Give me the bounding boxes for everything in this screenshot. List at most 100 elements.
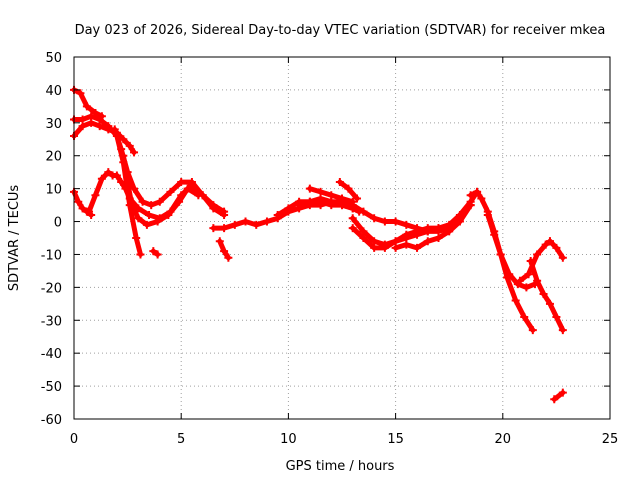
data-point xyxy=(558,388,567,397)
data-point xyxy=(130,148,139,157)
data-point xyxy=(82,102,91,111)
data-point xyxy=(539,289,548,298)
data-point xyxy=(164,210,173,219)
data-point xyxy=(78,204,87,213)
data-point xyxy=(466,201,475,210)
data-point xyxy=(370,243,379,252)
y-tick-label: 0 xyxy=(54,216,62,231)
data-point xyxy=(558,326,567,335)
data-point xyxy=(545,237,554,246)
data-point xyxy=(380,217,389,226)
y-tick-label: -10 xyxy=(41,248,62,263)
y-tick-label: -20 xyxy=(41,281,62,296)
data-point xyxy=(209,201,218,210)
data-point xyxy=(241,217,250,226)
data-point xyxy=(335,178,344,187)
data-point xyxy=(187,178,196,187)
data-point xyxy=(125,141,134,150)
y-tick-label: 30 xyxy=(45,117,62,132)
data-point xyxy=(183,184,192,193)
data-point xyxy=(402,220,411,229)
data-point xyxy=(153,250,162,259)
data-point xyxy=(520,312,529,321)
y-tick-label: -60 xyxy=(41,413,62,428)
data-point xyxy=(533,250,542,259)
data-point xyxy=(338,194,346,203)
data-point xyxy=(402,230,411,239)
data-point xyxy=(528,326,537,335)
data-point xyxy=(132,234,141,242)
data-point xyxy=(526,257,535,266)
data-point xyxy=(344,184,353,193)
data-point xyxy=(473,187,482,196)
data-point xyxy=(445,227,454,236)
data-point xyxy=(136,250,145,259)
data-point xyxy=(119,151,128,160)
data-point xyxy=(112,171,121,180)
data-point xyxy=(552,312,561,321)
data-point xyxy=(295,201,304,210)
data-point xyxy=(166,187,175,196)
data-point xyxy=(434,224,443,233)
data-point xyxy=(423,237,432,246)
y-tick-label: 10 xyxy=(45,183,62,198)
x-tick-label: 5 xyxy=(177,432,185,447)
data-point xyxy=(490,230,499,239)
data-point xyxy=(434,234,443,242)
data-point xyxy=(262,217,271,226)
data-point xyxy=(127,201,136,210)
y-tick-label: 40 xyxy=(45,84,62,99)
data-point xyxy=(359,207,368,216)
data-point xyxy=(87,118,96,127)
chart-title: Day 023 of 2026, Sidereal Day-to-day VTE… xyxy=(75,23,606,38)
y-tick-label: 20 xyxy=(45,150,62,165)
x-tick-label: 0 xyxy=(70,432,78,447)
data-point xyxy=(273,210,282,219)
data-point xyxy=(496,250,505,259)
data-point xyxy=(230,220,239,229)
data-point xyxy=(316,187,325,196)
x-tick-label: 15 xyxy=(387,432,404,447)
data-point xyxy=(370,214,379,223)
data-point xyxy=(175,197,184,206)
axis-ticks: 0 5 10 15 20 25 50 40 30 20 10 0 -10 -20 -30 -40 -50 -60 xyxy=(41,51,619,447)
y-tick-label: -50 xyxy=(41,380,62,395)
data-point xyxy=(423,224,432,233)
data-series-23 xyxy=(551,390,566,402)
data-point xyxy=(284,204,293,213)
x-axis-label: GPS time / hours xyxy=(286,459,395,474)
data-point xyxy=(76,89,85,98)
data-point xyxy=(220,224,229,233)
data-point xyxy=(85,207,94,216)
data-point xyxy=(305,184,314,193)
data-point xyxy=(327,191,336,200)
grid-lines xyxy=(74,57,610,419)
data-point xyxy=(155,197,164,206)
data-point xyxy=(91,191,100,200)
data-point xyxy=(505,270,514,279)
data-point xyxy=(119,135,128,144)
y-axis-label: SDTVAR / TECUs xyxy=(7,185,22,292)
plot-frame xyxy=(73,56,611,420)
data-point xyxy=(209,224,218,233)
data-point xyxy=(153,217,162,226)
data-point xyxy=(483,210,492,219)
data-point xyxy=(130,184,139,193)
data-point xyxy=(402,240,411,249)
y-tick-label: 50 xyxy=(45,51,62,66)
data-point xyxy=(117,145,126,154)
data-point xyxy=(145,210,154,219)
data-point xyxy=(348,224,357,233)
data-point xyxy=(413,243,422,252)
data-point xyxy=(391,243,400,252)
data-point xyxy=(391,217,400,226)
data-series-21 xyxy=(528,258,566,333)
data-point xyxy=(515,276,524,285)
data-point xyxy=(545,299,554,308)
data-point xyxy=(455,217,464,226)
data-point xyxy=(353,194,362,203)
data-point xyxy=(413,227,422,236)
data-point xyxy=(220,247,229,256)
data-point xyxy=(147,201,156,210)
data-point xyxy=(524,270,533,279)
